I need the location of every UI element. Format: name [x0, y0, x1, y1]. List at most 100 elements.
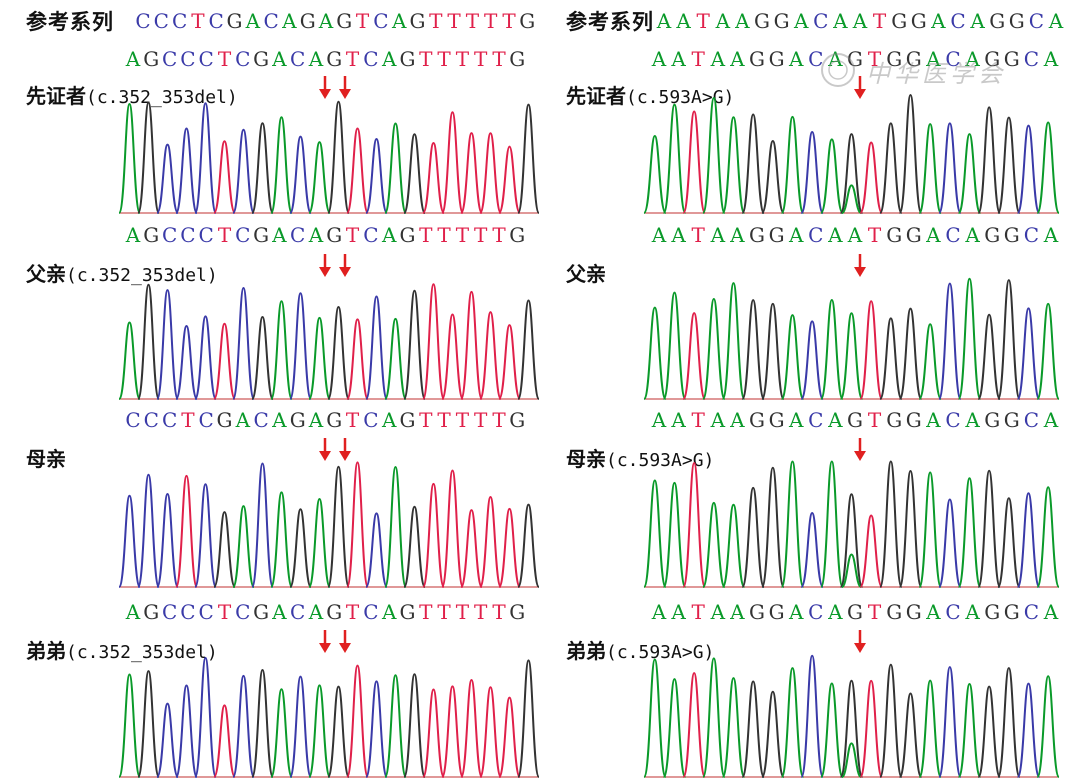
- right-panel-1-label: 父亲: [566, 258, 606, 287]
- right-ref-0-base-12: G: [891, 9, 908, 33]
- right-panel-2-peak-19: [1016, 492, 1041, 588]
- left-panel-3-base-3: C: [180, 600, 196, 624]
- left-panel-0-base-20: T: [492, 47, 506, 71]
- left-panel-0-base-4: C: [198, 47, 214, 71]
- right-panel-2-peak-5: [741, 486, 766, 588]
- left-ref-0-base-20: T: [502, 9, 516, 33]
- left-panel-1-peak-11: [327, 306, 350, 400]
- left-panel-2-peak-21: [517, 503, 540, 588]
- left-panel-0-base-19: T: [474, 47, 488, 71]
- right-panel-1-base-2: T: [691, 223, 705, 247]
- right-panel-3-peak-3: [701, 657, 726, 778]
- right-panel-3-peak-17: [977, 685, 1002, 778]
- right-ref-0-base-0: A: [656, 9, 672, 33]
- right-panel-3-base-11: T: [867, 600, 882, 624]
- left-panel-0-peak-20: [498, 145, 521, 214]
- right-ref-0-base-4: A: [735, 9, 750, 33]
- left-ref-0-base-8: A: [282, 9, 297, 33]
- left-panel-0-base-14: A: [381, 47, 397, 71]
- left-panel-2-base-19: T: [474, 408, 488, 432]
- left-panel-0-base-1: G: [143, 47, 160, 71]
- left-panel-3-base-2: C: [161, 600, 178, 624]
- left-panel-3-base-11: G: [326, 600, 343, 624]
- right-panel-0-peak-4: [721, 116, 746, 214]
- left-panel-2-peak-16: [422, 482, 445, 588]
- left-panel-0-peak-1: [137, 101, 160, 214]
- left-panel-1-peak-5: [213, 322, 236, 400]
- right-panel-3-peak-19: [1016, 682, 1041, 778]
- left-panel-2-peak-15: [403, 505, 426, 588]
- right-panel-0-peak-14: [918, 123, 943, 214]
- left-panel-2-peak-5: [213, 511, 236, 588]
- right-panel-3-peak-6: [760, 690, 785, 778]
- left-panel-0-base-2: C: [161, 47, 178, 71]
- left-panel-1-base-1: G: [143, 223, 160, 247]
- left-panel-3-base-13: C: [363, 600, 379, 624]
- left-panel-3-base-15: G: [399, 600, 416, 624]
- right-panel-0-base-12: G: [886, 47, 903, 71]
- right-ref-0-base-17: G: [989, 9, 1006, 33]
- right-ref-0-base-1: A: [676, 9, 691, 33]
- left-ref-0-base-19: T: [484, 9, 498, 33]
- right-panel-3-peak-12: [878, 663, 903, 778]
- right-panel-1-base-9: A: [828, 223, 843, 247]
- left-panel-1-base-6: C: [235, 223, 251, 247]
- left-panel-1-base-20: T: [492, 223, 506, 247]
- right-panel-2-peak-12: [878, 460, 903, 588]
- left-panel-2-base-6: A: [235, 408, 251, 432]
- red-down-arrow-icon: [854, 438, 866, 461]
- left-panel-0-peak-3: [175, 127, 198, 214]
- right-panel-0-peak-13: [898, 93, 923, 214]
- left-panel-0-variant: (c.352_353del): [86, 87, 238, 108]
- left-panel-0-peak-15: [403, 133, 426, 214]
- left-panel-3-base-6: C: [235, 600, 251, 624]
- right-panel-0-peak-3: [701, 96, 726, 214]
- left-panel-2-base-10: A: [308, 408, 324, 432]
- right-panel-0-base-10: G: [847, 47, 863, 71]
- right-panel-2-peak-7: [780, 460, 805, 588]
- red-down-arrow-icon: [339, 254, 351, 277]
- right-ref-0-base-18: G: [1008, 9, 1025, 33]
- right-ref-0-base-16: A: [970, 9, 985, 33]
- right-panel-3-base-16: A: [965, 600, 980, 624]
- left-panel-1-base-0: A: [125, 223, 141, 247]
- left-ref-0-base-16: T: [429, 9, 443, 33]
- left-panel-3-peak-3: [175, 684, 198, 778]
- right-panel-0-base-0: A: [651, 47, 667, 71]
- left-panel-3-base-0: A: [125, 600, 141, 624]
- left-panel-1-base-14: A: [381, 223, 397, 247]
- right-panel-0-base-11: T: [867, 47, 882, 71]
- left-panel-1-peak-16: [422, 283, 445, 400]
- right-panel-3-base-1: A: [671, 600, 686, 624]
- right-panel-2-base-14: A: [926, 408, 941, 432]
- right-panel-2-peak-3: [701, 501, 726, 588]
- right-panel-3-base-8: C: [808, 600, 824, 624]
- left-panel-3-base-21: G: [509, 600, 526, 624]
- left-panel-3-base-5: T: [217, 600, 232, 624]
- left-panel-2-peak-3: [175, 474, 198, 588]
- left-panel-0-peak-9: [289, 135, 312, 214]
- right-panel-3-peak-16: [957, 683, 982, 778]
- right-panel-0-base-14: A: [926, 47, 941, 71]
- left-panel-3-chromatogram: [118, 656, 540, 778]
- left-panel-3-base-17: T: [437, 600, 451, 624]
- left-panel-2-chromatogram: [118, 461, 540, 588]
- right-panel-3-base-12: G: [886, 600, 903, 624]
- right-ref-0-base-20: A: [1048, 9, 1064, 33]
- right-panel-3-peak-20: [1036, 675, 1061, 778]
- left-ref-0-base-11: G: [336, 9, 353, 33]
- right-panel-0-peak-9: [819, 138, 844, 214]
- left-panel-3-variant: (c.352_353del): [66, 642, 218, 663]
- left-panel-3-base-9: C: [290, 600, 306, 624]
- right-panel-3-peak-15: [937, 666, 962, 778]
- right-panel-2-base-17: G: [984, 408, 1001, 432]
- right-panel-3-secondary-peak: [841, 742, 862, 778]
- left-panel-1-peak-8: [270, 300, 293, 400]
- left-panel-2-base-9: G: [289, 408, 306, 432]
- left-panel-2-peak-12: [346, 461, 369, 588]
- left-panel-3-base-4: C: [198, 600, 214, 624]
- right-panel-2-peak-1: [662, 481, 687, 588]
- left-panel-2-base-0: C: [125, 408, 141, 432]
